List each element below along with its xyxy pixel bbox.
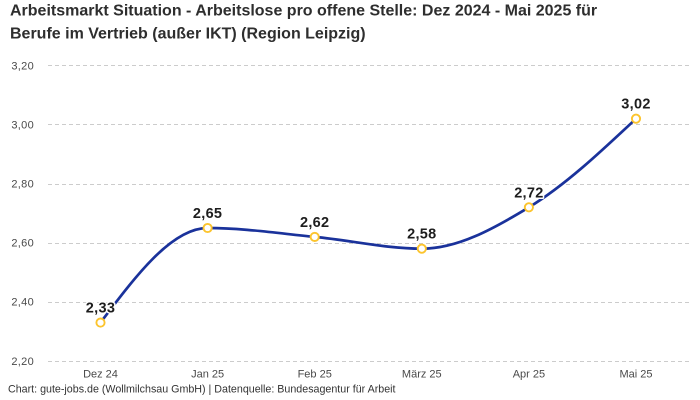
svg-text:Arbeitsmarkt Situation - Arbei: Arbeitsmarkt Situation - Arbeitslose pro… [10, 3, 597, 20]
svg-text:2,33: 2,33 [86, 301, 115, 317]
svg-text:März 25: März 25 [402, 369, 442, 381]
svg-text:Chart: gute-jobs.de (Wollmilch: Chart: gute-jobs.de (Wollmilchsau GmbH) … [8, 384, 396, 396]
svg-text:Dez 24: Dez 24 [83, 369, 118, 381]
svg-text:2,62: 2,62 [300, 215, 329, 231]
svg-text:2,72: 2,72 [514, 185, 543, 201]
svg-text:2,58: 2,58 [407, 227, 436, 243]
svg-text:Feb 25: Feb 25 [298, 369, 332, 381]
svg-text:2,65: 2,65 [193, 206, 222, 222]
svg-text:3,02: 3,02 [621, 97, 650, 113]
svg-text:Apr 25: Apr 25 [513, 369, 545, 381]
svg-text:2,80: 2,80 [11, 179, 34, 191]
svg-text:2,40: 2,40 [11, 297, 34, 309]
svg-text:Berufe im Vertrieb (außer IKT): Berufe im Vertrieb (außer IKT) (Region L… [10, 26, 366, 43]
svg-text:2,60: 2,60 [11, 238, 34, 250]
svg-text:2,20: 2,20 [11, 356, 34, 368]
svg-text:3,00: 3,00 [11, 119, 34, 131]
svg-text:Mai 25: Mai 25 [619, 369, 652, 381]
svg-text:3,20: 3,20 [11, 60, 34, 72]
svg-text:Jan 25: Jan 25 [191, 369, 224, 381]
